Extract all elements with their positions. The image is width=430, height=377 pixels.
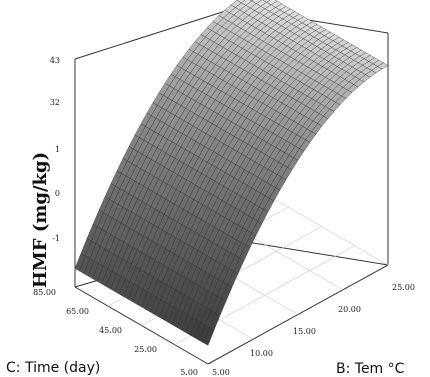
y-axis-ticks: 5.00 10.00 15.00 20.00 25.00 [212, 283, 415, 377]
surface-facet [377, 62, 389, 70]
z-tick-label: 0 [55, 189, 60, 198]
x-axis-label: C: Time (day) [6, 360, 100, 376]
y-tick-label: 10.00 [250, 349, 273, 358]
surface-facet [251, 0, 263, 4]
y-tick-label: 20.00 [338, 305, 361, 314]
surface-facet [249, 0, 254, 2]
y-tick-label: 5.00 [212, 368, 230, 377]
y-tick-label: 25.00 [392, 283, 415, 292]
x-axis-ticks: 85.00 65.00 45.00 25.00 5.00 [33, 288, 198, 377]
z-tick-label: 32 [50, 98, 60, 107]
z-tick-label: -1 [52, 234, 60, 243]
y-axis-label: B: Tem °C [336, 361, 405, 377]
z-tick-label: 43 [50, 56, 60, 65]
x-tick-label: 5.00 [180, 368, 198, 377]
x-tick-label: 65.00 [66, 307, 89, 316]
x-tick-label: 85.00 [33, 288, 56, 297]
z-tick-label: 1 [55, 145, 60, 154]
z-axis-ticks: 43 32 1 0 -1 [50, 56, 60, 243]
response-surface [74, 0, 389, 346]
z-axis-label: HMF (mg/kg) [30, 152, 51, 288]
x-tick-label: 45.00 [99, 326, 122, 335]
x-tick-label: 25.00 [134, 345, 157, 354]
surface-facet [262, 0, 271, 3]
y-tick-label: 15.00 [293, 327, 316, 336]
surface-facet [236, 0, 246, 4]
